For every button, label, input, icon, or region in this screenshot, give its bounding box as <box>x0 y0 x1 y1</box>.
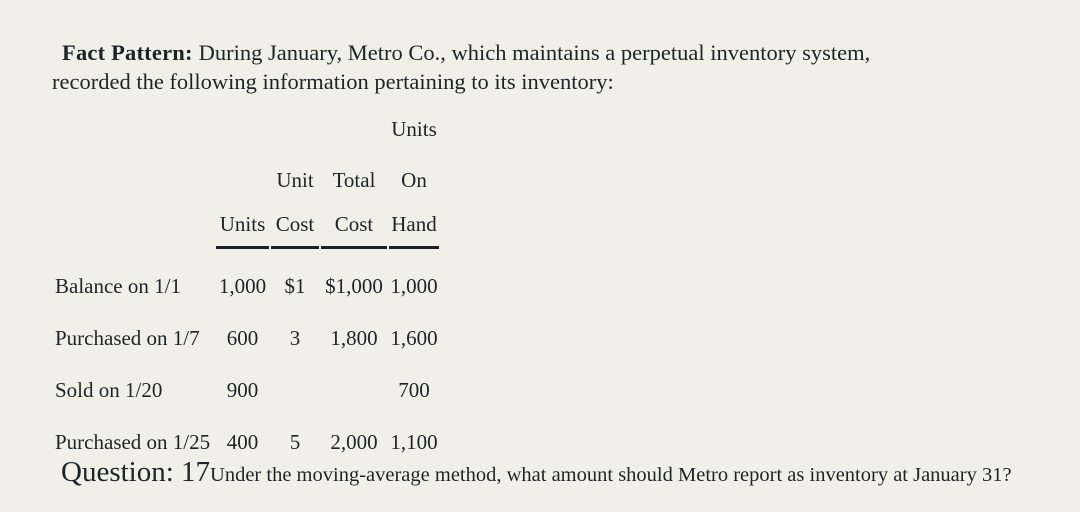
row-label: Purchased on 1/7 <box>55 325 200 350</box>
question-line: Question: 17Under the moving-average met… <box>61 456 1012 489</box>
cell-total-cost: 2,000 <box>330 429 378 454</box>
cell-units: 600 <box>226 325 259 350</box>
table-cell-empty <box>215 104 270 154</box>
column-underline-units <box>215 242 270 260</box>
row-label: Balance on 1/1 <box>55 273 181 298</box>
cell-units: 1,000 <box>218 273 267 298</box>
question-number-label: Question: 17 <box>61 456 211 488</box>
row-label: Sold on 1/20 <box>55 377 163 402</box>
inventory-table: Units Unit Total On Units Cost Cost Hand… <box>55 104 440 468</box>
cell-unit-cost: 5 <box>289 429 301 454</box>
table-cell-empty <box>55 242 215 260</box>
header-on-hand-line1: Units <box>391 116 437 141</box>
table-cell-empty <box>270 104 320 154</box>
cell-on-hand: 1,600 <box>390 325 438 350</box>
cell-total-cost: $1,000 <box>325 273 383 298</box>
header-unit-cost-line2: Cost <box>275 211 315 236</box>
table-cell-empty <box>55 206 215 242</box>
header-unit-cost-line1: Unit <box>276 167 314 192</box>
table-cell-empty <box>215 154 270 206</box>
question-text: Under the moving-average method, what am… <box>210 464 1012 486</box>
header-total-cost-line1: Total <box>332 167 376 192</box>
cell-total-cost: 1,800 <box>330 325 378 350</box>
fact-pattern-label: Fact Pattern: <box>62 40 193 65</box>
cell-on-hand: 1,100 <box>390 429 438 454</box>
header-units: Units <box>219 211 266 236</box>
header-on-hand-line2: On <box>401 167 427 192</box>
cell-units: 900 <box>226 377 259 402</box>
cell-unit-cost: 3 <box>289 325 301 350</box>
cell-unit-cost: $1 <box>284 273 306 298</box>
header-on-hand-line3: Hand <box>391 211 437 236</box>
cell-total-cost <box>320 364 388 416</box>
column-underline-on-hand <box>388 242 440 260</box>
header-total-cost-line2: Cost <box>334 211 374 236</box>
fact-pattern-line2: recorded the following information perta… <box>52 69 614 94</box>
fact-pattern-line1: During January, Metro Co., which maintai… <box>198 40 871 65</box>
cell-on-hand: 700 <box>398 377 430 402</box>
table-cell-empty <box>55 154 215 206</box>
column-underline-unit-cost <box>270 242 320 260</box>
table-cell-empty <box>55 104 215 154</box>
cell-on-hand: 1,000 <box>390 273 438 298</box>
table-cell-empty <box>320 104 388 154</box>
cell-unit-cost <box>270 364 320 416</box>
cell-units: 400 <box>226 429 259 454</box>
row-label: Purchased on 1/25 <box>55 429 211 454</box>
column-underline-total-cost <box>320 242 388 260</box>
fact-pattern-paragraph: Fact Pattern: During January, Metro Co., … <box>52 38 1012 96</box>
